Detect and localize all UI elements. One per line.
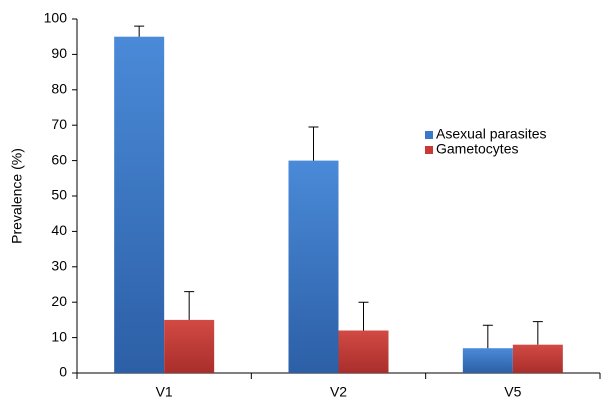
x-tick-label: V1 bbox=[156, 384, 173, 400]
error-bar bbox=[308, 126, 319, 161]
legend-swatch bbox=[425, 146, 433, 154]
y-tick-label: 0 bbox=[59, 364, 67, 380]
y-tick-label: 30 bbox=[51, 258, 67, 274]
bar bbox=[164, 319, 215, 373]
y-tick-label: 10 bbox=[51, 328, 67, 344]
legend-label: Gametocytes bbox=[436, 141, 518, 157]
y-tick-label: 40 bbox=[51, 222, 67, 238]
legend-label: Asexual parasites bbox=[436, 126, 547, 142]
error-bar bbox=[532, 321, 543, 345]
y-axis-label: Prevalence (%) bbox=[9, 148, 25, 244]
y-tick-label: 50 bbox=[51, 187, 67, 203]
bar bbox=[462, 348, 513, 373]
bar bbox=[512, 344, 563, 373]
bar bbox=[114, 36, 165, 373]
y-tick-label: 100 bbox=[44, 10, 68, 26]
x-tick-label: V2 bbox=[330, 384, 347, 400]
error-bar bbox=[134, 25, 145, 37]
legend-swatch bbox=[425, 131, 433, 139]
y-tick-label: 70 bbox=[51, 116, 67, 132]
y-tick-label: 20 bbox=[51, 293, 67, 309]
bar bbox=[288, 160, 339, 373]
y-tick-label: 60 bbox=[51, 151, 67, 167]
error-bar bbox=[482, 324, 493, 349]
y-tick-label: 90 bbox=[51, 45, 67, 61]
error-bar bbox=[184, 291, 195, 320]
y-tick-label: 80 bbox=[51, 81, 67, 97]
bar bbox=[338, 330, 389, 373]
error-bar bbox=[358, 301, 369, 331]
x-tick-label: V5 bbox=[504, 384, 521, 400]
